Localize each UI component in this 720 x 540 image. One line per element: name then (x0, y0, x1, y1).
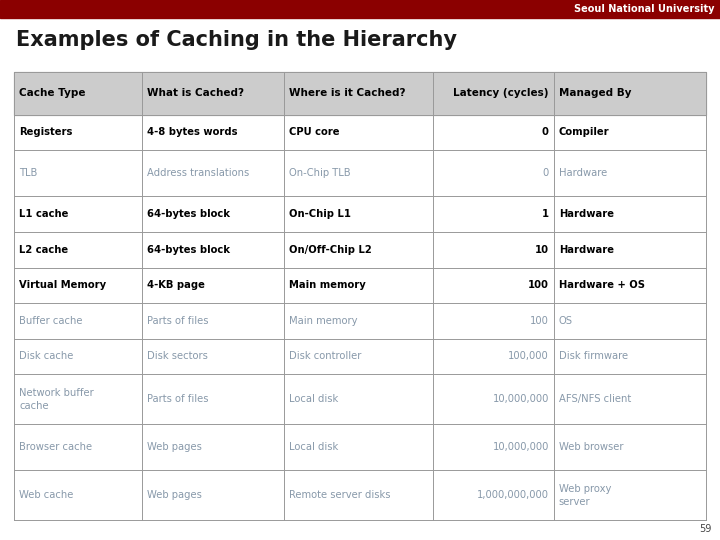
Text: TLB: TLB (19, 168, 37, 178)
Text: Parts of files: Parts of files (147, 394, 209, 404)
Text: L1 cache: L1 cache (19, 209, 68, 219)
Text: Network buffer
cache: Network buffer cache (19, 388, 94, 411)
Text: Examples of Caching in the Hierarchy: Examples of Caching in the Hierarchy (16, 30, 457, 50)
Text: Hardware + OS: Hardware + OS (559, 280, 645, 291)
Text: Where is it Cached?: Where is it Cached? (289, 89, 405, 98)
Text: 4-8 bytes words: 4-8 bytes words (147, 127, 238, 138)
Text: Virtual Memory: Virtual Memory (19, 280, 106, 291)
Text: 64-bytes block: 64-bytes block (147, 245, 230, 255)
Text: Local disk: Local disk (289, 442, 338, 452)
Text: L2 cache: L2 cache (19, 245, 68, 255)
Text: Disk sectors: Disk sectors (147, 352, 208, 361)
Text: Disk firmware: Disk firmware (559, 352, 628, 361)
Text: Web pages: Web pages (147, 442, 202, 452)
Text: Compiler: Compiler (559, 127, 609, 138)
Text: Web pages: Web pages (147, 490, 202, 500)
Bar (0, 0, 720, 18)
Text: Main memory: Main memory (289, 316, 357, 326)
Text: What is Cached?: What is Cached? (147, 89, 244, 98)
Text: 64-bytes block: 64-bytes block (147, 209, 230, 219)
Text: 100,000: 100,000 (508, 352, 549, 361)
Text: On-Chip TLB: On-Chip TLB (289, 168, 351, 178)
Text: Web cache: Web cache (19, 490, 73, 500)
Text: Web browser: Web browser (559, 442, 624, 452)
Text: Buffer cache: Buffer cache (19, 316, 83, 326)
Text: On/Off-Chip L2: On/Off-Chip L2 (289, 245, 372, 255)
Text: AFS/NFS client: AFS/NFS client (559, 394, 631, 404)
Text: Parts of files: Parts of files (147, 316, 209, 326)
Text: Seoul National University: Seoul National University (574, 4, 714, 14)
Text: Main memory: Main memory (289, 280, 366, 291)
Text: Local disk: Local disk (289, 394, 338, 404)
Text: Hardware: Hardware (559, 245, 613, 255)
Text: Registers: Registers (19, 127, 73, 138)
Text: Latency (cycles): Latency (cycles) (454, 89, 549, 98)
Text: Hardware: Hardware (559, 209, 613, 219)
Text: 1: 1 (541, 209, 549, 219)
Text: 10,000,000: 10,000,000 (492, 442, 549, 452)
Text: Disk cache: Disk cache (19, 352, 73, 361)
Text: 59: 59 (700, 524, 712, 534)
Text: 100: 100 (528, 280, 549, 291)
Text: Hardware: Hardware (559, 168, 607, 178)
Text: Address translations: Address translations (147, 168, 249, 178)
Bar (14, 72, 706, 114)
Text: Disk controller: Disk controller (289, 352, 361, 361)
Text: 100: 100 (530, 316, 549, 326)
Text: 1,000,000,000: 1,000,000,000 (477, 490, 549, 500)
Text: 4-KB page: 4-KB page (147, 280, 205, 291)
Text: 0: 0 (542, 168, 549, 178)
Text: Browser cache: Browser cache (19, 442, 92, 452)
Text: Cache Type: Cache Type (19, 89, 86, 98)
Text: 10,000,000: 10,000,000 (492, 394, 549, 404)
Text: OS: OS (559, 316, 573, 326)
Text: Managed By: Managed By (559, 89, 631, 98)
Text: Web proxy
server: Web proxy server (559, 483, 611, 507)
Text: On-Chip L1: On-Chip L1 (289, 209, 351, 219)
Text: CPU core: CPU core (289, 127, 339, 138)
Text: 10: 10 (535, 245, 549, 255)
Text: 0: 0 (542, 127, 549, 138)
Text: Remote server disks: Remote server disks (289, 490, 390, 500)
